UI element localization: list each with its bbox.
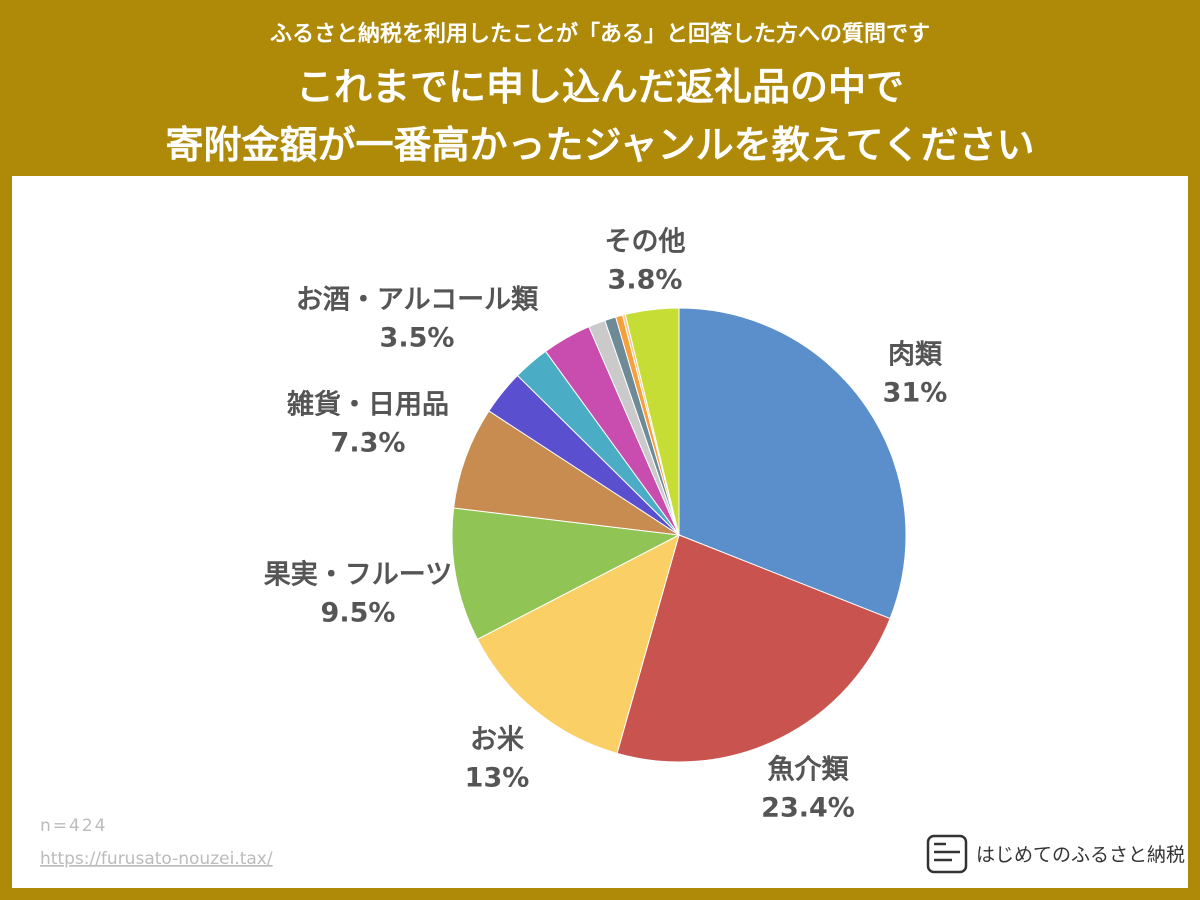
slice-value-label: 23.4%: [761, 793, 855, 824]
pie-slice: [624, 307, 680, 536]
slice-value-label: 9.5%: [321, 598, 396, 629]
pie-slice: [453, 410, 680, 536]
slice-value-label: 3.5%: [380, 323, 455, 354]
subtitle: ふるさと納税を利用したことが「ある」と回答した方への質問です: [269, 22, 930, 47]
slice-label: お米: [470, 725, 524, 756]
slice-label: 魚介類: [768, 754, 850, 786]
slice-value-label: 31%: [883, 378, 948, 409]
slice-label: その他: [605, 227, 686, 258]
brand: はじめてのふるさと納税: [976, 844, 1185, 866]
slice-label: 肉類: [888, 340, 943, 371]
pie-slice: [616, 534, 891, 763]
source: https://furusato-nouzei.tax/: [40, 849, 273, 869]
brand-icon: [926, 834, 968, 874]
slice-value-label: 3.8%: [608, 265, 683, 296]
slice-label: お酒・アルコール類: [296, 285, 539, 316]
pie-slice: [678, 307, 907, 620]
slice-value-label: 13%: [465, 763, 530, 794]
slice-label: 雑貨・日用品: [286, 389, 449, 421]
pie-slice: [476, 534, 680, 754]
title: これまでに申し込んだ返礼品の中で 寄附金額が一番高かったジャンルを教えてください: [165, 65, 1035, 167]
pie-slice: [451, 507, 681, 640]
slice-label: 果実・フルーツ: [264, 559, 452, 591]
slice-value-label: 7.3%: [331, 428, 406, 459]
note: n=424: [40, 816, 107, 836]
